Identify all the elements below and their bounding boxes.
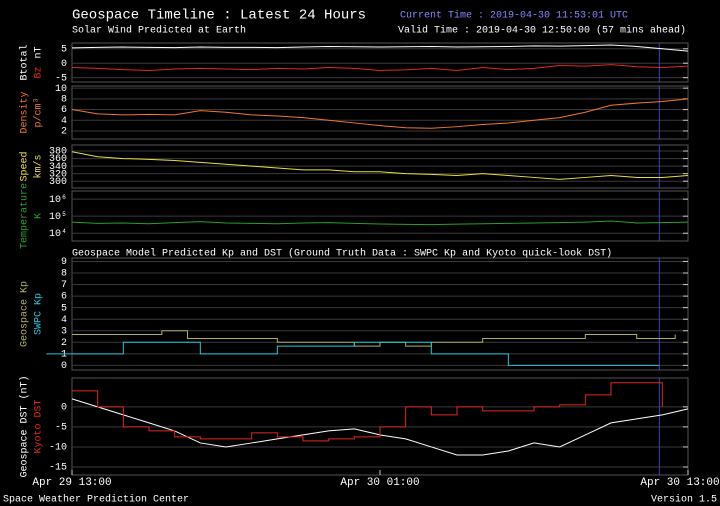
y-tick-label: 5 (61, 303, 67, 314)
y-axis-label: Speed (19, 151, 31, 181)
y-axis-label: Btotal (19, 44, 31, 80)
y-axis-label: Density (19, 91, 31, 133)
y-axis-label: Geospace Kp (20, 281, 31, 347)
y-tick-label: 0 (61, 59, 67, 70)
y-tick-label: 10⁵ (49, 212, 67, 223)
x-tick-label: Apr 29 13:00 (32, 477, 111, 489)
series-line (71, 151, 689, 180)
y-tick-label: 380 (49, 147, 67, 158)
y-axis-label: Kyoto DST (34, 399, 45, 453)
y-tick-label: -5 (55, 73, 67, 84)
y-tick-label: 2 (61, 127, 67, 138)
y-axis-label: p/cm³ (33, 97, 45, 127)
title: Geospace Timeline : Latest 24 Hours (72, 8, 366, 24)
y-tick-label: 6 (61, 292, 67, 303)
y-tick-label: 7 (61, 280, 67, 291)
current-time: Current Time : 2019-04-30 11:53:01 UTC (400, 10, 628, 22)
section-title: Solar Wind Predicted at Earth (72, 25, 246, 37)
valid-time: Valid Time : 2019-04-30 12:50:00 (57 min… (398, 25, 686, 37)
y-tick-label: 8 (61, 94, 67, 105)
series-line (71, 220, 689, 226)
y-axis-label: km/s (33, 154, 45, 178)
y-tick-label: 5 (61, 44, 67, 55)
y-axis-label: nT (34, 46, 45, 58)
x-tick-label: Apr 30 13:00 (640, 477, 719, 489)
y-tick-label: 10 (55, 84, 67, 95)
y-tick-label: -15 (49, 463, 67, 474)
y-tick-label: 1 (61, 349, 67, 360)
panel-frame (71, 85, 689, 140)
y-tick-label: 8 (61, 269, 67, 280)
y-axis-label: K (34, 213, 45, 219)
footer-right: Version 1.5 (651, 494, 717, 506)
footer-left: Space Weather Prediction Center (3, 494, 189, 506)
y-tick-label: 10⁶ (49, 195, 67, 206)
series-line (71, 64, 689, 71)
panel-frame (71, 42, 689, 83)
x-tick-label: Apr 30 01:00 (340, 477, 419, 489)
y-tick-label: 4 (61, 315, 67, 326)
y-tick-label: -10 (49, 443, 67, 454)
y-tick-label: 0 (61, 361, 67, 372)
y-tick-label: 3 (61, 326, 67, 337)
panel-frame (71, 257, 689, 371)
y-tick-label: 10⁴ (49, 228, 67, 240)
series-line (72, 382, 663, 442)
series-line (46, 341, 660, 366)
y-tick-label: 340 (49, 162, 67, 173)
y-tick-label: 0 (61, 403, 67, 414)
y-tick-label: 9 (61, 257, 67, 268)
y-tick-label: 300 (49, 177, 67, 188)
section-title: Geospace Model Predicted Kp and DST (Gro… (72, 248, 612, 260)
y-tick-label: 6 (61, 105, 67, 116)
series-line (71, 44, 689, 52)
y-tick-label: 4 (61, 116, 67, 127)
y-axis-label: Temperature (20, 183, 31, 249)
y-tick-label: 2 (61, 338, 67, 349)
y-axis-label: Geospace DST (nT) (19, 375, 31, 477)
y-tick-label: 320 (49, 169, 67, 180)
series-line (71, 98, 689, 129)
y-tick-label: 360 (49, 154, 67, 165)
y-axis-label: SWPC Kp (34, 293, 45, 335)
y-tick-label: -5 (55, 423, 67, 434)
y-axis-label: Bz (34, 66, 45, 78)
